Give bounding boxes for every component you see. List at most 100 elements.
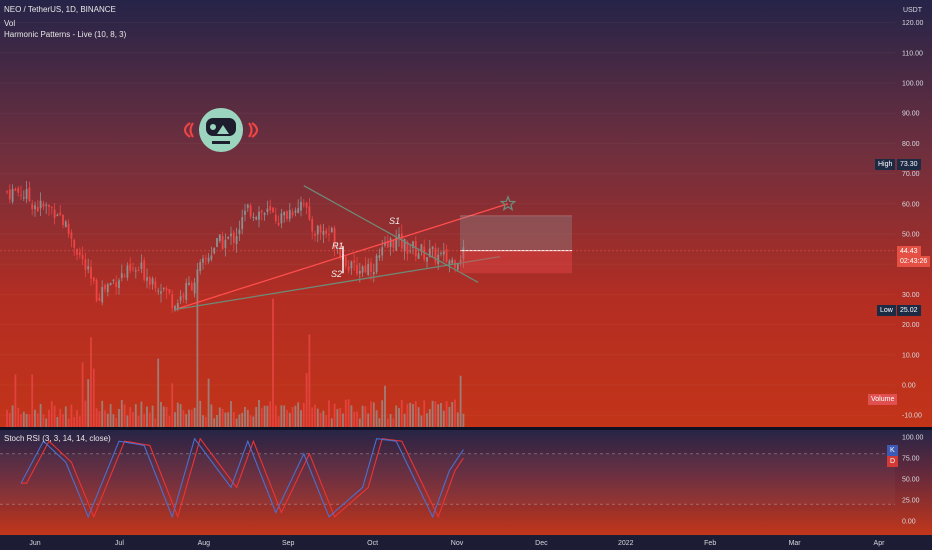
candle-body	[190, 283, 193, 291]
target-zone-upper	[460, 215, 572, 251]
volume-bar	[294, 405, 297, 427]
volume-legend[interactable]: Vol	[4, 19, 16, 28]
volume-bar	[8, 413, 11, 427]
candle-body	[151, 278, 154, 285]
volume-bar	[95, 408, 98, 427]
volume-bar	[6, 409, 8, 427]
candle-body	[146, 277, 148, 281]
candle-body	[193, 282, 196, 294]
candle-body	[344, 256, 347, 267]
candle-body	[417, 253, 420, 259]
candle-body	[90, 266, 92, 279]
pattern-label-s2: S2	[331, 269, 342, 279]
descending-line	[303, 185, 479, 283]
low-label: Low	[877, 305, 896, 316]
volume-bar	[409, 402, 412, 427]
candle-body	[123, 275, 126, 277]
stoch-panel-background	[0, 430, 932, 535]
candle-body	[106, 284, 109, 293]
candle-body	[288, 209, 291, 219]
candle-body	[238, 229, 241, 235]
volume-bar	[353, 411, 356, 427]
candle-body	[218, 234, 221, 242]
volume-bar	[462, 413, 465, 427]
stoch-rsi-legend[interactable]: Stoch RSI (3, 3, 14, 14, close)	[4, 434, 111, 443]
candle-body	[134, 270, 137, 272]
volume-bar	[53, 405, 56, 427]
volume-bar	[204, 416, 207, 427]
candle-body	[280, 213, 283, 224]
candle-body	[294, 210, 297, 213]
time-axis: Jun Jul Aug Sep Oct Nov Dec 2022 Feb Mar Apr	[29, 540, 885, 547]
volume-bar	[179, 404, 182, 427]
candle-body	[137, 269, 140, 271]
volume-bar	[459, 375, 462, 427]
time-axis-label: Nov	[451, 540, 464, 547]
volume-bar	[330, 418, 333, 427]
volume-bar	[120, 400, 123, 427]
candle-body	[22, 197, 25, 199]
candle-body	[367, 263, 370, 275]
price-tick-label: 10.00	[902, 352, 920, 359]
volume-bar	[384, 385, 386, 427]
volume-bar	[445, 401, 448, 427]
candle-body	[235, 236, 238, 245]
volume-bar	[403, 413, 406, 427]
volume-bar	[370, 401, 372, 427]
volume-bar	[216, 415, 218, 427]
candle-body	[174, 306, 176, 311]
candle-body	[372, 272, 375, 275]
candle-body	[53, 209, 56, 219]
volume-bar	[336, 409, 339, 427]
robot-mouth	[212, 141, 230, 144]
candle-body	[398, 233, 400, 239]
candle-body	[389, 238, 392, 247]
candle-body	[171, 294, 174, 308]
price-tick-label: -10.00	[902, 413, 922, 420]
pattern-label-s1: S1	[389, 216, 400, 226]
volume-bar	[188, 409, 190, 427]
volume-bar	[246, 409, 249, 427]
candle-body	[81, 254, 84, 260]
candle-body	[462, 247, 465, 259]
resistance-line	[174, 203, 509, 311]
volume-bar	[90, 337, 92, 427]
volume-bar	[308, 334, 311, 427]
candle-body	[6, 191, 8, 193]
volume-bar	[174, 412, 176, 427]
harmonic-indicator-legend[interactable]: Harmonic Patterns - Live (10, 8, 3)	[4, 30, 127, 39]
volume-bar	[302, 402, 305, 427]
volume-bar	[123, 404, 126, 427]
robot-signal-wave	[251, 122, 259, 138]
volume-bar	[358, 418, 361, 427]
candle-body	[358, 271, 361, 274]
volume-bar	[372, 402, 375, 427]
volume-bar	[67, 418, 70, 427]
high-value: 73.30	[897, 159, 921, 170]
candle-body	[456, 263, 459, 270]
candle-body	[78, 252, 81, 255]
volume-bar	[241, 412, 244, 427]
volume-bar	[154, 418, 157, 427]
candle-body	[400, 233, 403, 249]
volume-bar	[230, 401, 232, 427]
volume-bar	[193, 407, 196, 427]
candle-body	[50, 207, 53, 209]
symbol-title[interactable]: NEO / TetherUS, 1D, BINANCE	[4, 5, 116, 14]
volume-bar	[314, 404, 316, 427]
time-axis-background	[0, 535, 932, 550]
candle-body	[406, 241, 409, 254]
candle-body	[224, 239, 227, 248]
candle-body	[269, 206, 272, 211]
volume-bar	[375, 410, 378, 427]
candle-body	[213, 247, 216, 254]
volume-bar	[319, 412, 322, 427]
candle-body	[370, 262, 372, 272]
candle-body	[98, 297, 101, 301]
candle-body	[20, 194, 22, 196]
volume-bar	[238, 414, 241, 427]
volume-bar	[249, 415, 252, 427]
volume-bar	[389, 413, 392, 427]
candle-body	[28, 187, 31, 202]
